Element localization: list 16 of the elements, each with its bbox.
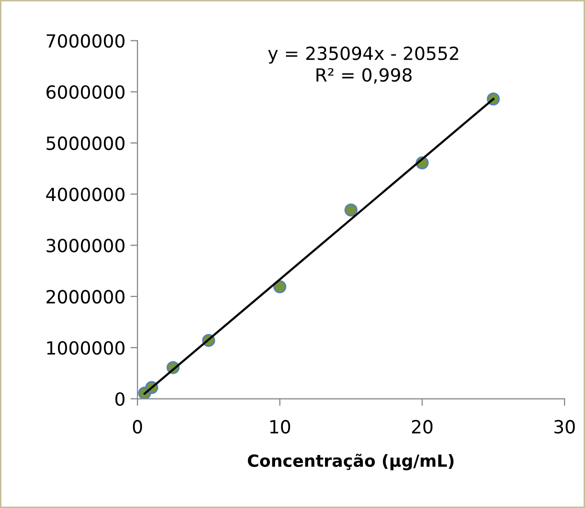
- y-tick-label: 5000000: [46, 136, 124, 150]
- annotation: y = 235094x - 20552 R² = 0,998: [268, 46, 458, 84]
- y-tick-label: 1000000: [47, 341, 124, 355]
- y-tick-label: 4000000: [46, 188, 124, 202]
- x-tick-label: 20: [412, 420, 432, 434]
- point: [344, 203, 358, 216]
- x-tick-label: 30: [554, 420, 575, 434]
- point: [273, 280, 286, 294]
- y-tick-label: 2000000: [46, 290, 124, 304]
- y-tick-label: 3000000: [46, 238, 124, 252]
- x-tick-label: 0: [132, 420, 142, 434]
- x-axis-title: Concentração (µg/mL): [248, 454, 454, 470]
- y-tick-label: 6000000: [46, 85, 124, 99]
- x-tick-label: 10: [270, 420, 290, 434]
- y-tick-label: 0: [115, 392, 124, 406]
- y-tick-label: 7000000: [46, 34, 124, 48]
